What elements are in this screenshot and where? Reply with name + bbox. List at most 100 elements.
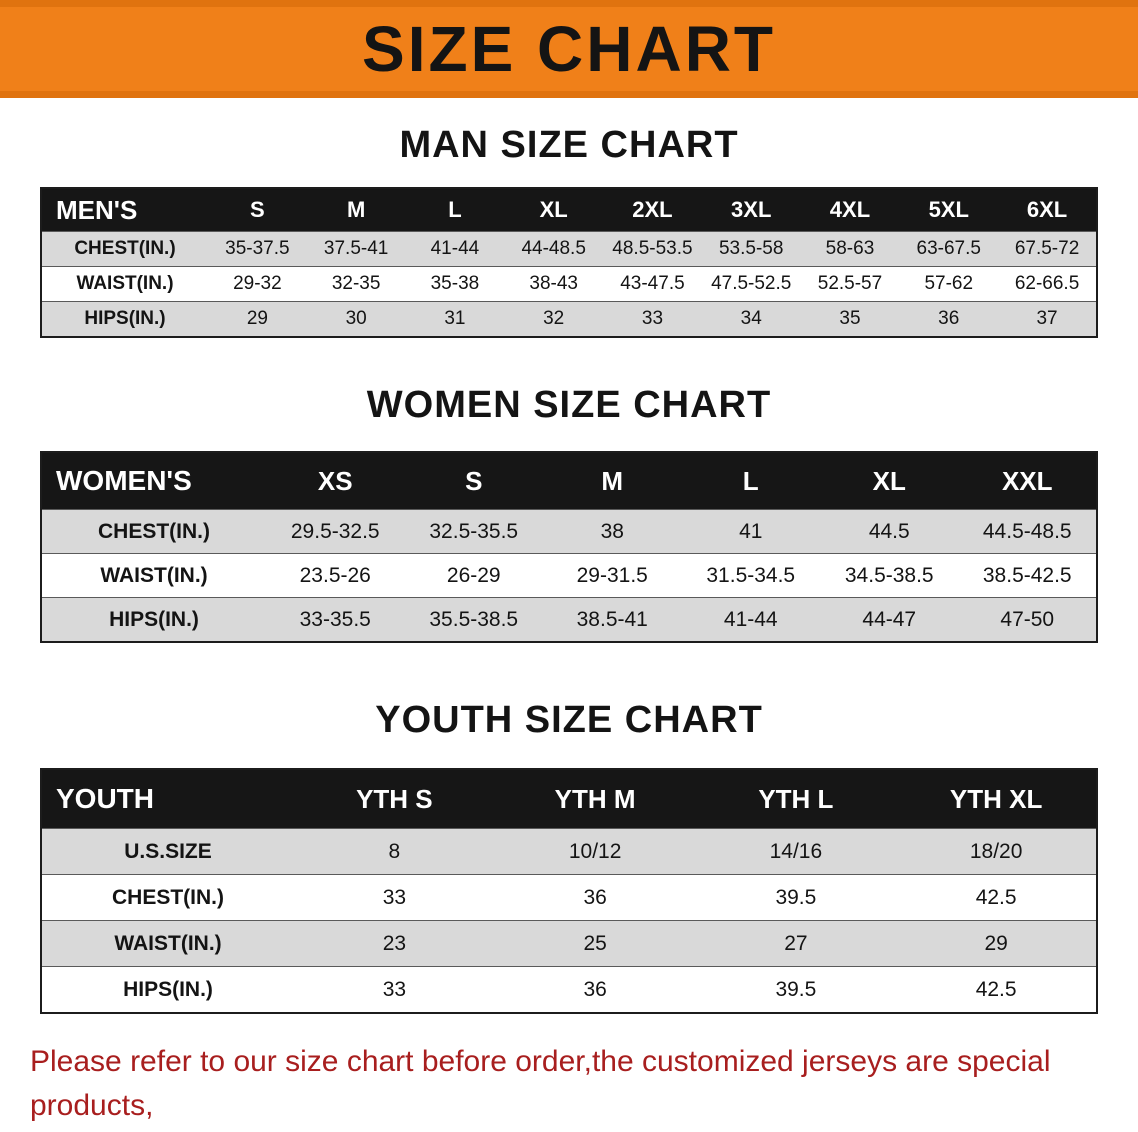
table-cell: 37 <box>1036 308 1058 329</box>
table-cell: 38 <box>600 519 624 543</box>
column-header: XS <box>317 465 353 496</box>
table-row: CHEST(IN.) 29.5-32.5 32.5-35.5 38 41 44.5 44.5… <box>41 509 1097 554</box>
table-cell: 31 <box>444 308 466 329</box>
table-cell: 38.5-41 <box>576 607 648 631</box>
youth-section-heading: YOUTH SIZE CHART <box>375 699 763 741</box>
table-cell: 35-38 <box>430 273 480 294</box>
column-header: YTH L <box>758 783 834 814</box>
table-cell: 39.5 <box>775 977 817 1001</box>
table-cell: 38.5-42.5 <box>982 563 1072 587</box>
table-row: WAIST(IN.) 23.5-26 26-29 29-31.5 31.5-34.5 34… <box>41 553 1097 598</box>
column-header: M <box>346 197 366 222</box>
table-cell: 62-66.5 <box>1014 273 1080 294</box>
table-corner-label: MEN'S <box>56 194 138 225</box>
table-row: U.S.SIZE 8 10/12 14/16 18/20 <box>41 828 1097 875</box>
footer-note-line1: Please refer to our size chart before or… <box>30 1045 1051 1122</box>
women-size-table: WOMEN'S XS S M L XL XXL CHEST(IN.) 29.5-32.5 32.5… <box>40 451 1098 643</box>
column-header: 3XL <box>731 197 772 222</box>
table-cell: 63-67.5 <box>916 238 981 259</box>
table-row: HIPS(IN.) 33 36 39.5 42.5 <box>41 966 1097 1013</box>
row-label: WAIST(IN.) <box>100 563 208 587</box>
table-row: WAIST(IN.) 23 25 27 29 <box>41 920 1097 967</box>
table-row: WAIST(IN.) 29-32 32-35 35-38 38-43 43-47.5 47.… <box>41 266 1097 302</box>
row-label: CHEST(IN.) <box>74 238 176 259</box>
table-cell: 41-44 <box>723 607 778 631</box>
table-cell: 43-47.5 <box>620 273 685 294</box>
column-header: S <box>250 197 265 222</box>
column-header: YTH M <box>554 783 636 814</box>
column-header: M <box>601 465 624 496</box>
table-cell: 25 <box>583 931 607 955</box>
table-cell: 29-31.5 <box>576 563 648 587</box>
table-cell: 42.5 <box>975 885 1017 909</box>
table-header-row: WOMEN'S XS S M L XL XXL <box>41 452 1097 510</box>
column-header: XL <box>539 197 568 222</box>
row-label: CHEST(IN.) <box>112 885 224 909</box>
table-cell: 32 <box>543 308 565 329</box>
column-header: 6XL <box>1026 197 1068 222</box>
table-row: CHEST(IN.) 35-37.5 37.5-41 41-44 44-48.5 48.5… <box>41 231 1097 267</box>
banner: SIZE CHART <box>0 0 1138 98</box>
table-cell: 44-47 <box>862 607 917 631</box>
column-header: YTH XL <box>949 783 1043 814</box>
column-header: L <box>448 197 462 222</box>
table-cell: 34 <box>740 308 762 329</box>
table-cell: 29 <box>246 308 268 329</box>
table-cell: 36 <box>938 308 960 329</box>
table-cell: 34.5-38.5 <box>844 563 934 587</box>
table-cell: 35.5-38.5 <box>429 607 519 631</box>
table-cell: 27 <box>784 931 808 955</box>
table-cell: 26-29 <box>446 563 501 587</box>
page-title: SIZE CHART <box>362 13 776 85</box>
row-label: WAIST(IN.) <box>76 273 174 294</box>
table-cell: 29.5-32.5 <box>290 519 380 543</box>
table-cell: 67.5-72 <box>1014 238 1080 259</box>
row-label: WAIST(IN.) <box>114 931 222 955</box>
table-corner-label: YOUTH <box>56 783 154 814</box>
table-cell: 41 <box>739 519 763 543</box>
table-header-row: YOUTH YTH S YTH M YTH L YTH XL <box>41 769 1097 829</box>
row-label: CHEST(IN.) <box>98 519 210 543</box>
column-header: 5XL <box>928 197 969 222</box>
table-corner-label: WOMEN'S <box>56 465 192 496</box>
footer-note: Please refer to our size chart before or… <box>0 1040 1138 1132</box>
column-header: XXL <box>1001 465 1053 496</box>
table-cell: 44-48.5 <box>521 238 586 259</box>
table-cell: 47.5-52.5 <box>711 273 792 294</box>
table-cell: 44.5-48.5 <box>982 519 1072 543</box>
women-section-heading: WOMEN SIZE CHART <box>366 384 772 426</box>
table-cell: 35 <box>839 308 861 329</box>
row-label: HIPS(IN.) <box>109 607 199 631</box>
column-header: L <box>742 465 759 496</box>
youth-size-table: YOUTH YTH S YTH M YTH L YTH XL U.S.SIZE 8 10/12… <box>40 768 1098 1014</box>
table-cell: 41-44 <box>430 238 480 259</box>
table-cell: 33-35.5 <box>299 607 371 631</box>
column-header: 4XL <box>829 197 871 222</box>
table-cell: 33 <box>382 977 407 1001</box>
table-cell: 38-43 <box>529 273 578 294</box>
table-cell: 36 <box>583 977 607 1001</box>
column-header: 2XL <box>632 197 673 222</box>
table-cell: 42.5 <box>975 977 1017 1001</box>
table-cell: 23 <box>382 931 407 955</box>
men-size-table: MEN'S S M L XL 2XL 3XL 4XL 5XL 6XL CHEST(IN.) 35-37… <box>40 187 1098 338</box>
table-cell: 44.5 <box>868 519 910 543</box>
table-cell: 33 <box>382 885 407 909</box>
table-cell: 18/20 <box>969 839 1023 863</box>
table-cell: 58-63 <box>825 238 875 259</box>
table-cell: 36 <box>583 885 607 909</box>
table-cell: 33 <box>641 308 664 329</box>
table-cell: 52.5-57 <box>817 273 883 294</box>
table-cell: 10/12 <box>568 839 622 863</box>
table-cell: 39.5 <box>775 885 817 909</box>
row-label: HIPS(IN.) <box>123 977 213 1001</box>
table-cell: 32-35 <box>331 273 381 294</box>
table-cell: 29 <box>984 931 1008 955</box>
table-row: HIPS(IN.) 33-35.5 35.5-38.5 38.5-41 41-44 44-… <box>41 597 1097 642</box>
table-row: CHEST(IN.) 33 36 39.5 42.5 <box>41 874 1097 921</box>
table-cell: 31.5-34.5 <box>706 563 796 587</box>
table-cell: 37.5-41 <box>323 238 389 259</box>
table-cell: 57-62 <box>924 273 974 294</box>
table-cell: 53.5-58 <box>718 238 784 259</box>
table-cell: 14/16 <box>769 839 823 863</box>
